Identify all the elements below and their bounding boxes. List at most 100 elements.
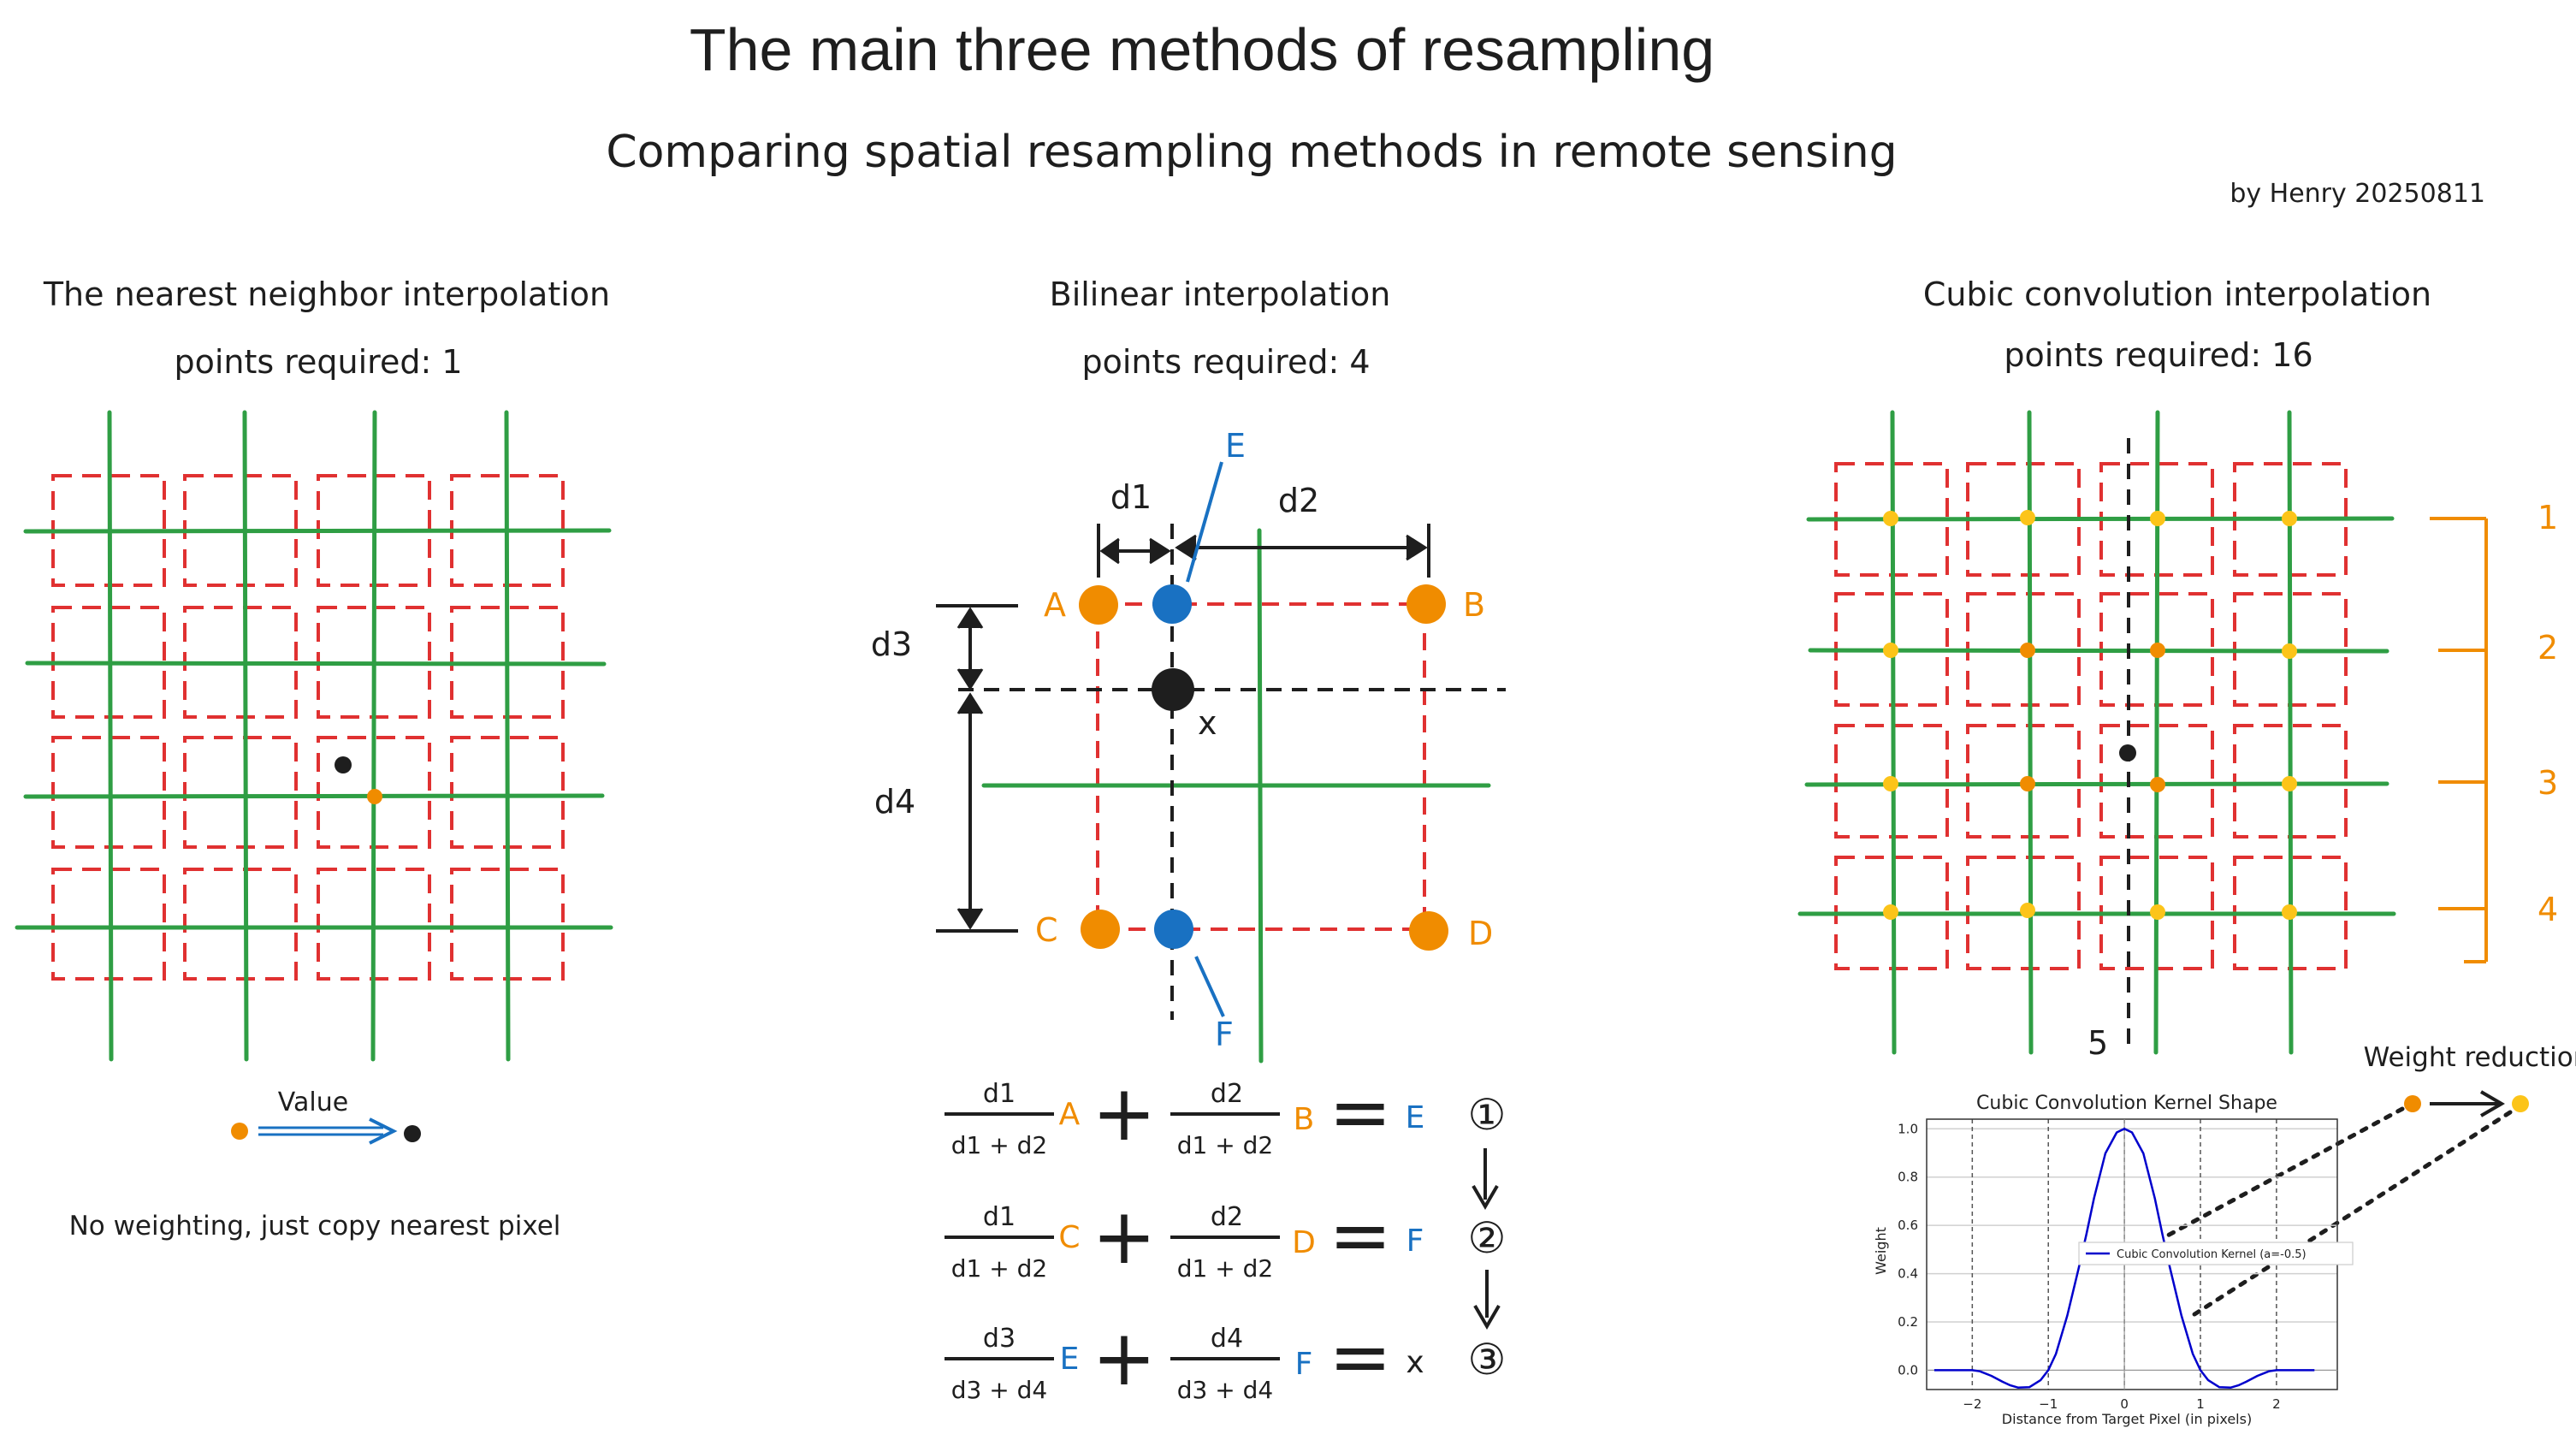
fraction-1-numerator: d3	[983, 1324, 1016, 1354]
label-a: A	[1044, 586, 1066, 624]
weight-arrow	[2430, 1090, 2505, 1117]
row-label-1: 1	[2538, 499, 2558, 536]
bilinear-heading: Bilinear interpolation	[1050, 276, 1391, 313]
cubic-neighbor-points	[1883, 510, 2297, 920]
e-leader-line	[1186, 461, 1223, 583]
chart-xtick-label: −2	[1963, 1396, 1981, 1412]
chart-xtick-label: 1	[2196, 1396, 2205, 1412]
kernel-chart: Cubic Convolution Kernel Shape Distance …	[1873, 1093, 2354, 1427]
chart-ytick-label: 1.0	[1898, 1121, 1918, 1136]
d3-label: d3	[871, 625, 912, 663]
result-point: F	[1406, 1224, 1424, 1259]
kernel-chart-ylabel: Weight	[1873, 1227, 1889, 1275]
d2-label: d2	[1278, 482, 1319, 519]
weight-low-pointer	[2189, 1110, 2513, 1319]
fraction-2-numerator: d4	[1211, 1324, 1243, 1354]
row-label-4: 4	[2538, 891, 2558, 928]
d1-label: d1	[1110, 478, 1152, 516]
nearest-target-point	[335, 756, 352, 773]
d2-dimension	[1175, 524, 1430, 578]
chart-series-line	[1933, 1128, 2315, 1389]
chart-xtick-label: 2	[2272, 1396, 2281, 1412]
cubic-heading: Cubic convolution interpolation	[1923, 276, 2431, 313]
chart-legend-entry: Cubic Convolution Kernel (a=-0.5)	[2117, 1248, 2307, 1261]
term-2-point: F	[1295, 1347, 1313, 1382]
fraction-1-denominator: d3 + d4	[951, 1376, 1047, 1404]
bilinear-target-grid	[981, 528, 1491, 1064]
kernel-chart-title: Cubic Convolution Kernel Shape	[1976, 1093, 2277, 1114]
term-2-point: D	[1292, 1225, 1316, 1260]
point-f	[1154, 910, 1193, 949]
bilinear-equations: d1 d1 + d2 A + d2 d1 + d2 B = E ① d1 d1 + d2 C + d2 d1 …	[945, 1068, 1506, 1404]
label-f: F	[1215, 1016, 1234, 1053]
nearest-points-required: points required: 1	[174, 343, 462, 381]
point-d	[1409, 911, 1448, 951]
point-a	[1079, 585, 1118, 625]
value-arrow	[258, 1117, 398, 1145]
weight-high-dot	[2404, 1095, 2421, 1112]
chart-ytick-label: 0.4	[1898, 1266, 1918, 1282]
f-leader-line	[1194, 956, 1225, 1017]
cubic-points-required: points required: 16	[2004, 336, 2312, 374]
nearest-source-point	[367, 789, 382, 804]
nearest-heading: The nearest neighbor interpolation	[43, 276, 610, 313]
fraction-2-numerator: d2	[1211, 1079, 1243, 1109]
term-2-point: B	[1294, 1102, 1315, 1137]
plus-sign: +	[1092, 1192, 1156, 1282]
nearest-panel: The nearest neighbor interpolation point…	[15, 276, 613, 1242]
column-label-5: 5	[2087, 1024, 2108, 1062]
plus-sign: +	[1092, 1313, 1156, 1403]
label-e: E	[1225, 427, 1246, 465]
chart-ytick-label: 0.6	[1898, 1218, 1918, 1233]
step-arrows	[1472, 1148, 1501, 1330]
chart-legend-box	[2078, 1242, 2354, 1265]
value-source-dot	[231, 1123, 248, 1140]
value-target-dot	[404, 1125, 421, 1142]
page-title: The main three methods of resampling	[690, 16, 1714, 83]
point-b	[1406, 584, 1446, 624]
d4-label: d4	[874, 783, 915, 821]
chart-xtick-label: −1	[2039, 1396, 2058, 1412]
cubic-panel: Cubic convolution interpolation points r…	[1797, 276, 2576, 1427]
cubic-target-point	[2119, 744, 2136, 762]
page-subtitle: Comparing spatial resampling methods in …	[606, 127, 1897, 178]
weight-reduction-label: Weight reduction	[2364, 1042, 2576, 1073]
row-label-2: 2	[2538, 629, 2558, 667]
step-number: ③	[1468, 1335, 1507, 1384]
plus-sign: +	[1092, 1069, 1156, 1159]
point-e	[1152, 584, 1192, 624]
label-b: B	[1463, 586, 1485, 624]
bilinear-points-required: points required: 4	[1081, 343, 1370, 381]
point-x	[1152, 668, 1194, 711]
chart-ytick-label: 0.2	[1898, 1314, 1918, 1330]
term-1-point: A	[1059, 1097, 1081, 1132]
nearest-note: No weighting, just copy nearest pixel	[69, 1211, 561, 1242]
chart-ytick-label: 0.8	[1898, 1170, 1918, 1185]
d4-dimension	[936, 692, 1018, 933]
weight-high-pointer	[2162, 1106, 2405, 1240]
fraction-2-denominator: d1 + d2	[1177, 1131, 1273, 1159]
label-c: C	[1035, 911, 1058, 949]
fraction-1-denominator: d1 + d2	[951, 1254, 1047, 1283]
step-number: ②	[1468, 1213, 1507, 1263]
weight-low-dot	[2512, 1095, 2529, 1112]
fraction-1-denominator: d1 + d2	[951, 1131, 1047, 1159]
equals-sign: =	[1329, 1068, 1392, 1156]
row-label-3: 3	[2538, 764, 2558, 802]
cubic-pixel-grid	[1834, 462, 2348, 970]
step-number: ①	[1468, 1090, 1507, 1140]
term-1-point: C	[1058, 1220, 1080, 1255]
point-c	[1081, 910, 1120, 949]
kernel-chart-xlabel: Distance from Target Pixel (in pixels)	[2002, 1411, 2252, 1427]
equals-sign: =	[1329, 1313, 1392, 1401]
label-d: D	[1468, 915, 1493, 952]
d3-dimension	[936, 604, 1018, 690]
nearest-pixel-grid	[51, 474, 565, 981]
term-1-point: E	[1060, 1342, 1080, 1377]
fraction-1-numerator: d1	[983, 1202, 1016, 1232]
fraction-1-numerator: d1	[983, 1079, 1016, 1109]
chart-ytick-label: 0.0	[1898, 1362, 1918, 1378]
result-point: E	[1406, 1100, 1425, 1135]
bilinear-panel: Bilinear interpolation points required: …	[871, 276, 1507, 1404]
